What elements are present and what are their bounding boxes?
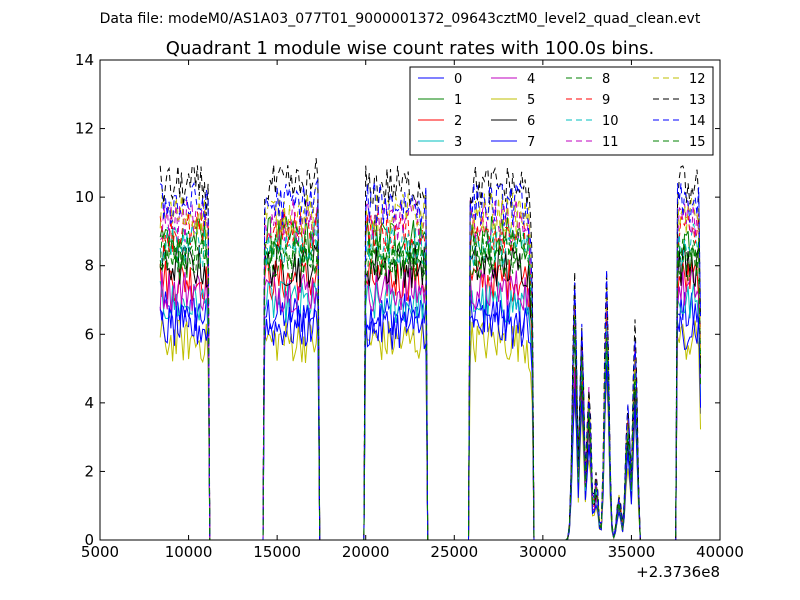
x-offset-label: +2.3736e8 xyxy=(636,563,720,581)
x-tick-label: 30000 xyxy=(519,543,567,561)
x-tick-label: 5000 xyxy=(81,543,119,561)
y-tick-label: 0 xyxy=(84,531,94,549)
legend-label-7: 7 xyxy=(527,135,535,150)
y-tick-label: 8 xyxy=(84,257,94,275)
x-tick-label: 20000 xyxy=(342,543,390,561)
y-tick-label: 6 xyxy=(84,325,94,343)
legend-label-15: 15 xyxy=(689,135,706,150)
legend-label-6: 6 xyxy=(527,114,535,129)
chart-title: Quadrant 1 module wise count rates with … xyxy=(166,38,655,59)
x-tick-label: 25000 xyxy=(430,543,478,561)
chart-suptitle: Data file: modeM0/AS1A03_077T01_90000013… xyxy=(100,11,701,27)
legend-label-12: 12 xyxy=(689,72,706,87)
tick-layer: 5000 10000 15000 20000 25000 30000 35000 40000 0… xyxy=(75,51,744,561)
y-tick-label: 14 xyxy=(75,51,94,69)
plot-frame xyxy=(99,59,721,541)
y-tick-label: 10 xyxy=(75,188,94,206)
legend-label-0: 0 xyxy=(454,72,462,87)
legend-label-1: 1 xyxy=(454,93,462,108)
y-tick-label: 12 xyxy=(75,120,94,138)
legend-label-4: 4 xyxy=(527,72,535,87)
x-tick-label: 15000 xyxy=(253,543,301,561)
y-tick-label: 2 xyxy=(84,462,94,480)
legend-label-8: 8 xyxy=(602,72,610,87)
legend-label-3: 3 xyxy=(454,135,462,150)
legend-label-9: 9 xyxy=(602,93,610,108)
legend-label-13: 13 xyxy=(689,93,706,108)
x-tick-label: 10000 xyxy=(165,543,213,561)
legend-label-5: 5 xyxy=(527,93,535,108)
legend-label-11: 11 xyxy=(602,135,619,150)
legend-label-14: 14 xyxy=(689,114,706,129)
x-tick-label: 40000 xyxy=(696,543,744,561)
legend-frame xyxy=(409,66,714,156)
x-tick-label: 35000 xyxy=(608,543,656,561)
legend-label-2: 2 xyxy=(454,114,462,129)
y-tick-label: 4 xyxy=(84,394,94,412)
legend-label-10: 10 xyxy=(602,114,619,129)
